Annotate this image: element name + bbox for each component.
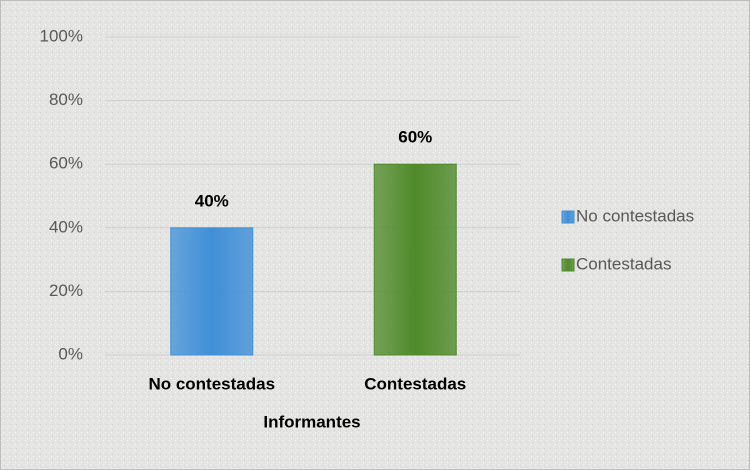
legend-swatch: [561, 258, 575, 272]
data-label: 60%: [398, 128, 432, 147]
data-label: 40%: [195, 191, 229, 210]
bar: [373, 163, 457, 356]
x-tick-label: No contestadas: [148, 374, 275, 393]
y-tick-label: 80%: [49, 90, 83, 109]
y-tick-label: 60%: [49, 154, 83, 173]
x-tick-label: Contestadas: [364, 374, 466, 393]
legend-swatch: [561, 210, 575, 224]
legend-label: No contestadas: [576, 206, 694, 225]
y-tick-label: 0%: [58, 344, 83, 363]
legend-label: Contestadas: [576, 254, 671, 273]
y-tick-label: 20%: [49, 281, 83, 300]
x-axis-label: Informantes: [263, 412, 360, 431]
y-tick-label: 40%: [49, 217, 83, 236]
bar: [170, 227, 254, 356]
y-tick-label: 100%: [40, 26, 83, 45]
